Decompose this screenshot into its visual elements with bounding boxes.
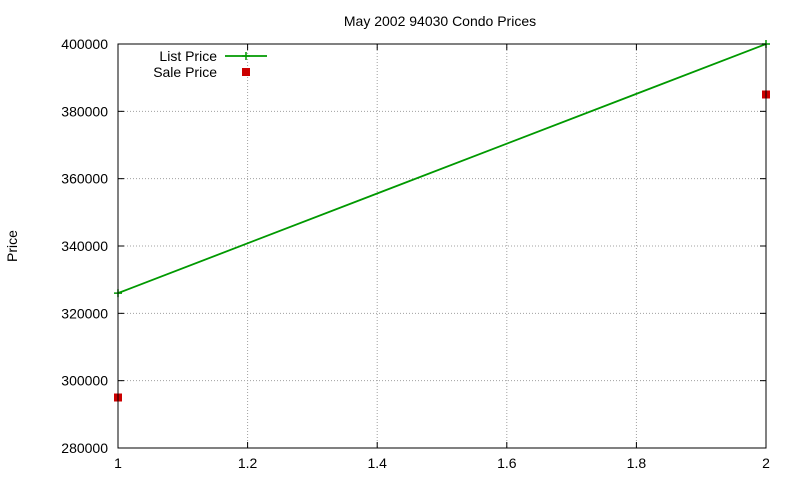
legend-label: Sale Price xyxy=(153,64,217,80)
y-tick-label: 400000 xyxy=(61,36,108,52)
x-tick-label: 1.6 xyxy=(497,455,517,471)
legend-marker-square xyxy=(242,68,250,76)
y-tick-label: 280000 xyxy=(61,440,108,456)
grid xyxy=(118,44,766,448)
axis-ticks: 1 1.2 1.4 1.6 1.8 2 280000 300000 320000 340000 36… xyxy=(61,36,770,471)
x-tick-label: 2 xyxy=(762,455,770,471)
series-layer xyxy=(114,40,770,402)
series-line-0 xyxy=(117,43,767,294)
x-tick-label: 1.8 xyxy=(627,455,647,471)
y-axis-label: Price xyxy=(4,230,20,262)
y-tick-label: 380000 xyxy=(61,103,108,119)
x-tick-label: 1 xyxy=(114,455,122,471)
y-tick-label: 340000 xyxy=(61,238,108,254)
legend-marker-plus xyxy=(242,52,250,60)
chart-title: May 2002 94030 Condo Prices xyxy=(344,13,536,29)
legend-label: List Price xyxy=(159,48,217,64)
y-tick-label: 320000 xyxy=(61,305,108,321)
x-tick-label: 1.4 xyxy=(367,455,387,471)
y-tick-label: 300000 xyxy=(61,373,108,389)
y-tick-label: 360000 xyxy=(61,171,108,187)
x-tick-label: 1.2 xyxy=(238,455,258,471)
